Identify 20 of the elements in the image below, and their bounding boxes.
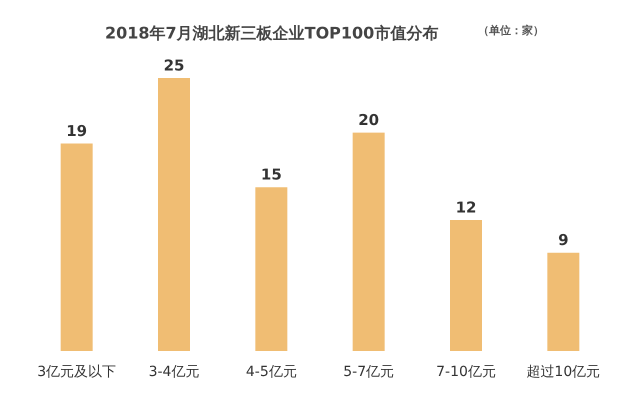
bar (352, 132, 385, 351)
data-label: 19 (66, 122, 88, 140)
data-label: 15 (260, 166, 282, 184)
x-tick-label: 超过10亿元 (526, 364, 600, 380)
text: （单位：家） (478, 24, 544, 37)
chart-title: 2018年7月湖北新三板企业TOP100市值分布 (105, 24, 438, 42)
bar (255, 187, 288, 351)
data-label: 25 (164, 56, 184, 74)
bar (450, 220, 482, 351)
x-tick-label: 4-5亿元 (246, 364, 297, 380)
bar (547, 252, 580, 351)
data-label: 20 (358, 111, 380, 130)
data-label: 12 (456, 198, 476, 216)
data-label: 9 (558, 231, 569, 250)
bar (60, 144, 93, 351)
x-tick-label: 3亿元及以下 (37, 364, 116, 380)
x-tick-label: 7-10亿元 (436, 364, 496, 380)
x-tick-label: 5-7亿元 (343, 364, 394, 380)
bar (158, 78, 190, 351)
x-tick-label: 3-4亿元 (148, 364, 200, 380)
